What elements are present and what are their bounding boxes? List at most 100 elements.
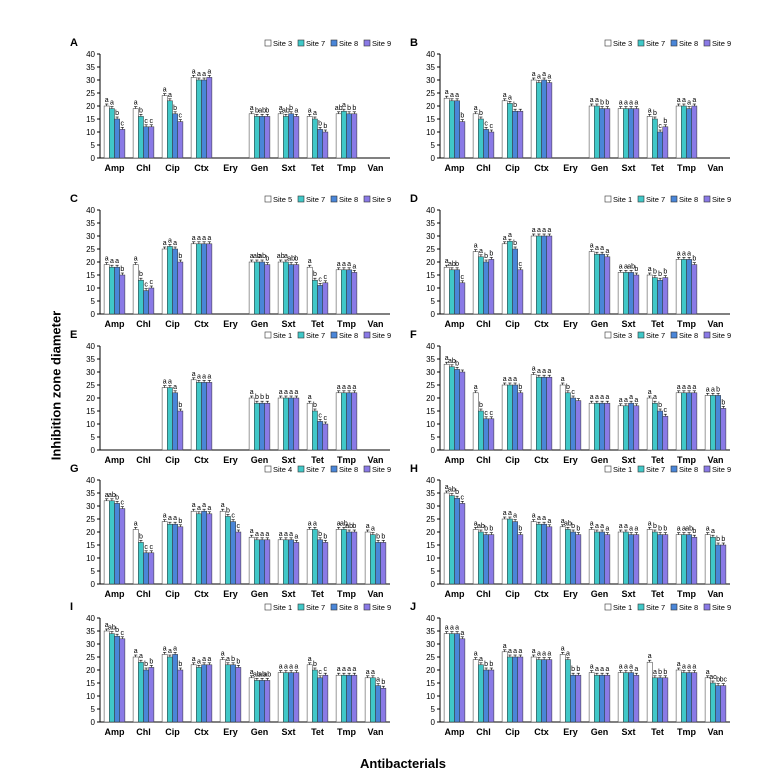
significance-letter: a: [648, 653, 652, 660]
bar: [501, 384, 508, 451]
significance-letter: b: [294, 256, 298, 263]
bar: [172, 523, 178, 585]
significance-letter: a: [682, 664, 686, 671]
bar: [652, 677, 658, 723]
bar: [488, 131, 495, 159]
significance-letter: a: [289, 531, 293, 538]
significance-letter: ab: [108, 492, 116, 499]
y-tick-label: 30: [426, 232, 435, 241]
significance-letter: a: [600, 523, 604, 530]
bar: [657, 677, 663, 723]
bar: [633, 674, 640, 723]
x-tick-label: Tmp: [337, 727, 357, 737]
significance-letter: a: [376, 677, 380, 684]
y-tick-label: 40: [86, 342, 95, 351]
bar: [172, 113, 178, 159]
significance-letter: a: [537, 74, 541, 81]
y-tick-label: 10: [426, 554, 435, 563]
bar: [132, 264, 139, 315]
x-tick-label: Sxt: [281, 163, 295, 173]
y-tick-label: 40: [426, 50, 435, 59]
bar: [143, 552, 149, 585]
significance-letter: a: [192, 656, 196, 663]
x-tick-label: Van: [367, 727, 383, 737]
legend-label: Site 9: [372, 195, 391, 204]
significance-letter: a: [518, 648, 522, 655]
bar: [196, 79, 202, 159]
significance-letter: b: [721, 536, 725, 543]
chart-panel-c: C 0 5 10 15 20 25 30 35 40 Site 5 Site 7 Site 8 Site …: [70, 193, 391, 329]
legend-label: Site 8: [679, 465, 698, 474]
significance-letter: b: [576, 526, 580, 533]
bar: [119, 129, 126, 159]
x-tick-label: Ery: [223, 589, 238, 599]
x-tick-label: Chl: [136, 589, 151, 599]
bar: [443, 363, 450, 451]
y-tick-label: 20: [426, 528, 435, 537]
significance-letter: b: [178, 253, 182, 260]
bar: [662, 677, 669, 723]
significance-letter: b: [571, 666, 575, 673]
significance-letter: b: [178, 661, 182, 668]
significance-letter: a: [542, 71, 546, 78]
significance-letter: a: [619, 523, 623, 530]
bar: [594, 402, 600, 451]
panel-label: A: [70, 37, 78, 49]
significance-letter: a: [163, 645, 167, 652]
significance-letter: a: [192, 371, 196, 378]
bar: [172, 654, 178, 723]
bar: [293, 397, 300, 451]
significance-letter: b: [352, 105, 356, 112]
x-tick-label: Van: [367, 589, 383, 599]
significance-letter: b: [173, 105, 177, 112]
y-tick-label: 0: [91, 718, 96, 727]
y-tick-label: 5: [431, 297, 436, 306]
significance-letter: a: [450, 92, 454, 99]
x-tick-label: Ctx: [534, 455, 549, 465]
significance-letter: b: [653, 110, 657, 117]
bar: [483, 129, 489, 159]
x-tick-label: Van: [707, 455, 723, 465]
bar: [254, 116, 260, 159]
x-tick-label: Ctx: [534, 163, 549, 173]
y-tick-label: 15: [86, 407, 95, 416]
significance-letter: b: [658, 271, 662, 278]
bar: [317, 129, 323, 159]
bar: [541, 79, 547, 159]
legend-label: Site 1: [613, 465, 632, 474]
significance-letter: b: [484, 253, 488, 260]
significance-letter: a: [677, 97, 681, 104]
significance-letter: ab: [448, 358, 456, 365]
bar: [351, 272, 358, 315]
x-tick-label: Chl: [136, 163, 151, 173]
bar: [190, 379, 197, 451]
significance-letter: a: [503, 510, 507, 517]
bar: [710, 536, 716, 585]
legend-label: Site 7: [306, 603, 325, 612]
bar: [312, 669, 318, 723]
x-tick-label: Chl: [476, 727, 491, 737]
significance-letter: ab: [258, 253, 266, 260]
significance-letter: b: [513, 240, 517, 247]
legend-swatch: [330, 603, 338, 611]
significance-letter: c: [150, 118, 154, 125]
significance-letter: b: [115, 627, 119, 634]
significance-letter: b: [381, 533, 385, 540]
significance-letter: c: [324, 274, 328, 281]
y-tick-label: 40: [426, 476, 435, 485]
chart-panel-j: J 0 5 10 15 20 25 30 35 40 Site 1 Site 7 Site 8 Site …: [410, 601, 731, 737]
bar: [288, 397, 294, 451]
bar: [259, 402, 265, 451]
bar: [148, 667, 155, 723]
legend-swatch: [703, 39, 711, 47]
y-tick-label: 20: [426, 258, 435, 267]
y-tick-label: 10: [426, 420, 435, 429]
legend-label: Site 9: [372, 331, 391, 340]
significance-letter: a: [173, 240, 177, 247]
significance-letter: c: [144, 544, 148, 551]
bar: [143, 126, 149, 159]
legend-label: Site 7: [306, 39, 325, 48]
significance-letter: c: [658, 123, 662, 130]
significance-letter: a: [207, 505, 211, 512]
bar: [161, 521, 168, 585]
